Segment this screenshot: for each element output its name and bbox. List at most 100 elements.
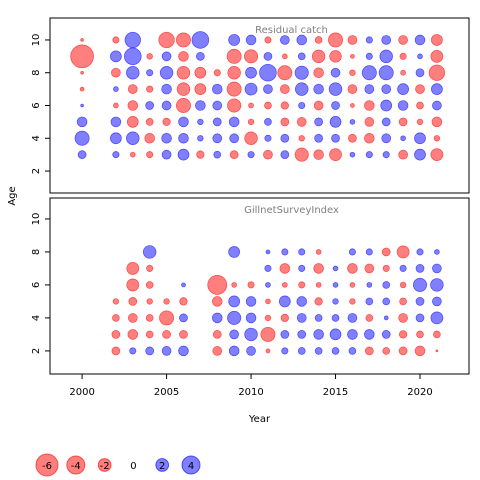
bubble xyxy=(146,298,153,305)
bubble xyxy=(113,86,119,92)
bubble xyxy=(431,116,443,128)
bubble xyxy=(313,149,324,160)
bubble xyxy=(415,264,425,273)
bubble xyxy=(113,102,119,109)
bubble xyxy=(281,347,289,355)
bubble xyxy=(361,65,377,81)
bubble xyxy=(297,347,306,355)
bubble xyxy=(244,82,258,96)
bubble xyxy=(382,151,390,159)
bubble xyxy=(328,32,343,48)
bubble xyxy=(264,101,272,110)
legend-bubble xyxy=(155,458,170,472)
bubble xyxy=(127,313,138,323)
bubble xyxy=(349,298,356,305)
bubble xyxy=(330,67,341,78)
bubble xyxy=(163,298,170,305)
bubble xyxy=(77,150,87,160)
legend-label: -4 xyxy=(71,461,81,472)
bubble xyxy=(213,150,222,159)
bubble xyxy=(128,297,138,306)
x-tick-label: 2005 xyxy=(154,387,179,398)
bubble xyxy=(350,53,355,59)
bubble xyxy=(398,313,408,323)
bubble xyxy=(315,249,322,255)
bubble xyxy=(245,34,257,46)
bubble xyxy=(179,297,188,306)
bubble xyxy=(314,133,324,143)
bubble xyxy=(74,130,90,146)
bubble xyxy=(211,296,223,307)
bubble xyxy=(297,52,306,61)
bubble xyxy=(365,36,373,44)
bubble xyxy=(432,100,442,111)
legend-bubble xyxy=(35,453,59,477)
bubble xyxy=(245,66,257,79)
bubble xyxy=(247,118,255,126)
bubble xyxy=(347,84,358,94)
bubble xyxy=(381,84,392,94)
bubble xyxy=(298,248,306,256)
bubble xyxy=(126,278,140,292)
bubble xyxy=(229,329,240,340)
bubble xyxy=(195,100,206,111)
bubble xyxy=(110,50,122,63)
bubble xyxy=(112,298,120,305)
bubble xyxy=(228,295,241,308)
bubble xyxy=(399,52,407,60)
y-tick-label: 6 xyxy=(31,102,42,108)
bubble xyxy=(145,281,154,289)
bubble xyxy=(259,63,277,82)
bubble xyxy=(265,282,271,288)
bubble xyxy=(176,82,191,96)
bubble xyxy=(415,68,425,78)
bubble xyxy=(365,52,373,60)
bubble xyxy=(381,330,391,339)
bubble xyxy=(279,35,290,45)
bubble xyxy=(264,36,272,44)
bubble xyxy=(177,148,190,161)
bubble xyxy=(227,98,242,113)
bubble xyxy=(211,83,223,95)
bubble xyxy=(112,151,120,159)
bubble xyxy=(296,313,307,323)
bubble xyxy=(207,275,228,295)
bubble xyxy=(313,263,324,274)
bubble xyxy=(111,67,121,78)
bubble xyxy=(161,83,172,95)
bubble xyxy=(328,82,343,96)
bubble xyxy=(365,248,373,256)
bubble xyxy=(126,66,140,80)
bubble xyxy=(398,117,408,127)
bubble xyxy=(433,135,441,142)
bubble xyxy=(279,84,290,94)
y-tick-label: 6 xyxy=(31,282,42,288)
bubble xyxy=(329,50,342,63)
bubble xyxy=(127,84,138,94)
bubble xyxy=(226,81,242,97)
bubble xyxy=(145,330,154,339)
bubble xyxy=(260,326,276,342)
bubble xyxy=(178,345,189,357)
bubble xyxy=(382,347,391,355)
bubble xyxy=(314,117,324,127)
bubble xyxy=(195,51,205,61)
bubble xyxy=(311,49,326,64)
bubble xyxy=(161,132,172,144)
bubble xyxy=(213,69,221,77)
bubble xyxy=(428,64,446,81)
bubble xyxy=(111,346,121,356)
bubble xyxy=(366,282,373,288)
bubble xyxy=(398,330,408,339)
bubble xyxy=(229,133,240,144)
bubble xyxy=(414,345,426,357)
bubble xyxy=(70,44,94,69)
bubble xyxy=(313,83,324,95)
bubble xyxy=(212,117,222,127)
legend-bubble xyxy=(97,458,112,472)
bubble xyxy=(431,34,443,46)
bubble xyxy=(111,330,121,339)
bubble xyxy=(228,246,241,258)
bubble xyxy=(348,248,356,256)
bubble xyxy=(226,48,242,64)
